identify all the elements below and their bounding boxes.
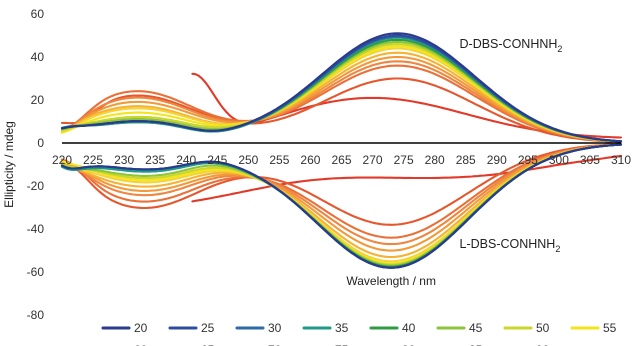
legend-label: 50 xyxy=(536,321,550,335)
legend-item: 60 xyxy=(134,343,148,346)
legend-label: 35 xyxy=(335,321,349,335)
legend-label: 45 xyxy=(469,321,483,335)
legend-label: 75 xyxy=(335,343,349,346)
x-tick-label: 260 xyxy=(300,153,320,167)
y-tick-label: 20 xyxy=(31,93,45,107)
legend-item: 25 xyxy=(168,321,215,335)
x-tick-label: 240 xyxy=(176,153,196,167)
x-tick-label: 280 xyxy=(425,153,445,167)
x-tick-label: 305 xyxy=(580,153,600,167)
legend-label: 55 xyxy=(603,321,617,335)
x-tick-label: 255 xyxy=(269,153,289,167)
legend-item: 75 xyxy=(335,343,349,346)
series-85-l-enantiomer-line xyxy=(60,142,623,226)
series-75-l-enantiomer-line xyxy=(60,143,623,246)
legend-item: 20 xyxy=(101,321,148,335)
legend-item: 90 xyxy=(536,343,550,346)
series-curves xyxy=(60,32,623,269)
series-80-l-enantiomer-line xyxy=(60,143,623,239)
x-tick-label: 235 xyxy=(145,153,165,167)
x-tick-label: 230 xyxy=(114,153,134,167)
x-tick-label: 300 xyxy=(549,153,569,167)
y-tick-label: 0 xyxy=(37,136,44,150)
y-axis-title: Ellipticity / mdeg xyxy=(2,121,16,208)
legend-item: 65 xyxy=(201,343,215,346)
x-tick-label: 295 xyxy=(518,153,538,167)
legend-item: 45 xyxy=(436,321,483,335)
series-70-l-enantiomer-line xyxy=(60,143,623,252)
annotation-label: D-DBS-CONHNH2 xyxy=(460,37,563,54)
legend-item: 30 xyxy=(235,321,282,335)
legend-label: 60 xyxy=(134,343,148,346)
x-tick-label: 245 xyxy=(207,153,227,167)
legend-label: 30 xyxy=(268,321,282,335)
series-85-d-enantiomer-line xyxy=(60,77,623,144)
y-tick-label: -80 xyxy=(27,308,45,322)
legend-label: 65 xyxy=(201,343,215,346)
y-tick-label: -20 xyxy=(27,179,45,193)
x-tick-labels: 220 225 230 235 240 245 250 255 260 265 270 275 280 2… xyxy=(52,153,631,167)
x-tick-label: 225 xyxy=(83,153,103,167)
legend-label: 90 xyxy=(536,343,550,346)
annotation-label: L-DBS-CONHNH2 xyxy=(460,237,561,254)
x-tick-label: 270 xyxy=(363,153,383,167)
x-tick-label: 220 xyxy=(52,153,72,167)
x-axis-title: Wavelength / nm xyxy=(346,274,436,288)
legend-label: 85 xyxy=(469,343,483,346)
legend-label: 20 xyxy=(134,321,148,335)
legend-item: 70 xyxy=(268,343,282,346)
legend-label: 40 xyxy=(402,321,416,335)
x-tick-label: 285 xyxy=(456,153,476,167)
y-tick-label: 40 xyxy=(31,50,45,64)
legend-item: 50 xyxy=(503,321,550,335)
series-90-d-enantiomer-line xyxy=(191,72,623,139)
y-tick-label: -60 xyxy=(27,265,45,279)
y-tick-label: 60 xyxy=(31,7,45,21)
legend: 20 25 30 35 40 45 50 55 60 65 70 75 80 85 90 xyxy=(101,321,617,346)
x-tick-label: 250 xyxy=(238,153,258,167)
legend-item: 80 xyxy=(402,343,416,346)
legend-label: 25 xyxy=(201,321,215,335)
series-20-l-enantiomer-line xyxy=(60,143,623,269)
x-tick-label: 290 xyxy=(487,153,507,167)
x-tick-label: 275 xyxy=(394,153,414,167)
x-tick-label: 265 xyxy=(331,153,351,167)
annotations: D-DBS-CONHNH2 L-DBS-CONHNH2 xyxy=(460,37,563,254)
legend-item: 40 xyxy=(369,321,416,335)
y-tick-label: -40 xyxy=(27,222,45,236)
legend-item: 35 xyxy=(302,321,349,335)
legend-label: 80 xyxy=(402,343,416,346)
series-20-d-enantiomer-line xyxy=(60,32,623,143)
legend-item: 55 xyxy=(570,321,617,335)
y-tick-labels: 60 40 20 0 -20 -40 -60 -80 xyxy=(27,7,45,322)
series-90-l-enantiomer-line xyxy=(191,154,623,203)
x-tick-label: 310 xyxy=(611,153,631,167)
legend-label: 70 xyxy=(268,343,282,346)
legend-item: 85 xyxy=(469,343,483,346)
